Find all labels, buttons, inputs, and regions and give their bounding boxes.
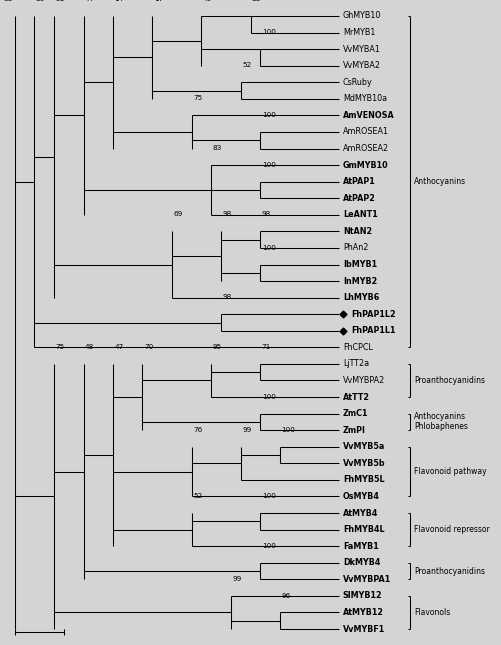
Text: Flavonols: Flavonols [414,608,450,617]
Text: FhMYB5L: FhMYB5L [343,475,384,484]
Text: InMYB2: InMYB2 [343,277,377,286]
Text: 75: 75 [56,344,65,350]
Text: OsMYB4: OsMYB4 [343,492,380,501]
Text: 99: 99 [232,576,241,582]
Text: DkMYB4: DkMYB4 [343,559,380,568]
Text: 98: 98 [222,294,232,301]
Text: 95: 95 [213,344,222,350]
Text: 98: 98 [262,212,271,217]
Text: 98: 98 [222,212,232,217]
Text: 75: 75 [193,95,202,101]
Text: Anthocyanins: Anthocyanins [414,177,466,186]
Text: 17: 17 [154,0,163,2]
Text: 71: 71 [262,344,271,350]
Text: 48: 48 [85,344,94,350]
Text: 47: 47 [115,344,124,350]
Text: FhPAP1L1: FhPAP1L1 [351,326,396,335]
Text: 52: 52 [242,63,252,68]
Text: 51: 51 [56,0,65,2]
Text: 96: 96 [282,593,291,599]
Text: 40: 40 [203,0,212,2]
Text: FhPAP1L2: FhPAP1L2 [351,310,396,319]
Text: 83: 83 [213,145,222,151]
Text: AtPAP2: AtPAP2 [343,194,376,203]
Text: 99: 99 [242,427,252,433]
Text: ZmPI: ZmPI [343,426,366,435]
Text: 100: 100 [262,244,276,251]
Text: Proanthocyanidins: Proanthocyanidins [414,376,485,385]
Text: FaMYB1: FaMYB1 [343,542,379,551]
Text: MrMYB1: MrMYB1 [343,28,375,37]
Text: 38: 38 [3,0,13,2]
Text: PhAn2: PhAn2 [343,243,368,252]
Text: 76: 76 [193,427,202,433]
Text: AmROSEA1: AmROSEA1 [343,128,389,137]
Text: 69: 69 [173,212,183,217]
Text: AmROSEA2: AmROSEA2 [343,144,389,153]
Text: VvMYB5b: VvMYB5b [343,459,385,468]
Text: 14: 14 [115,0,124,2]
Text: ZmC1: ZmC1 [343,409,368,418]
Text: AtPAP1: AtPAP1 [343,177,376,186]
Text: AtTT2: AtTT2 [343,393,370,402]
Text: Anthocyanins: Anthocyanins [414,412,466,421]
Text: LhMYB6: LhMYB6 [343,293,379,302]
Text: LeANT1: LeANT1 [343,210,378,219]
Text: 100: 100 [262,112,276,118]
Text: 88: 88 [252,0,261,2]
Text: NtAN2: NtAN2 [343,227,372,236]
Text: Flavonoid pathway: Flavonoid pathway [414,467,486,476]
Text: VvMYB5a: VvMYB5a [343,442,385,451]
Text: 100: 100 [262,543,276,549]
Text: Phlobaphenes: Phlobaphenes [414,422,468,432]
Text: 70: 70 [144,344,153,350]
Text: MdMYB10a: MdMYB10a [343,94,387,103]
Text: VvMYBA2: VvMYBA2 [343,61,381,70]
Text: VvMYBF1: VvMYBF1 [343,624,385,633]
Text: 100: 100 [262,393,276,400]
Text: VvMYBA1: VvMYBA1 [343,45,381,54]
Text: AtMYB12: AtMYB12 [343,608,384,617]
Text: CsRuby: CsRuby [343,77,373,86]
Text: LjTT2a: LjTT2a [343,359,369,368]
Text: FhMYB4L: FhMYB4L [343,525,384,534]
Text: AtMYB4: AtMYB4 [343,508,378,517]
Text: 100: 100 [262,162,276,168]
Text: Flavonoid repressor: Flavonoid repressor [414,525,490,534]
Text: 100: 100 [282,427,295,433]
Text: GhMYB10: GhMYB10 [343,12,381,21]
Text: SlMYB12: SlMYB12 [343,591,382,600]
Text: Proanthocyanidins: Proanthocyanidins [414,566,485,575]
Text: 100: 100 [262,493,276,499]
Text: 44: 44 [85,0,94,2]
Text: AmVENOSA: AmVENOSA [343,111,395,120]
Text: IbMYB1: IbMYB1 [343,260,377,269]
Text: GmMYB10: GmMYB10 [343,161,388,170]
Text: VvMYBPA1: VvMYBPA1 [343,575,391,584]
Text: 86: 86 [36,0,45,2]
Text: VvMYBPA2: VvMYBPA2 [343,376,385,385]
Text: 100: 100 [262,29,276,35]
Text: FhCPCL: FhCPCL [343,343,373,352]
Text: 52: 52 [193,493,202,499]
